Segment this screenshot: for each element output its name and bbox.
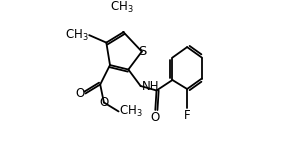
- Text: CH$_3$: CH$_3$: [119, 104, 143, 119]
- Text: S: S: [138, 45, 146, 58]
- Text: CH$_3$: CH$_3$: [110, 0, 134, 15]
- Text: O: O: [99, 96, 109, 109]
- Text: F: F: [184, 109, 190, 122]
- Text: NH: NH: [142, 80, 159, 92]
- Text: O: O: [76, 87, 85, 100]
- Text: CH$_3$: CH$_3$: [65, 28, 88, 43]
- Text: O: O: [151, 111, 160, 124]
